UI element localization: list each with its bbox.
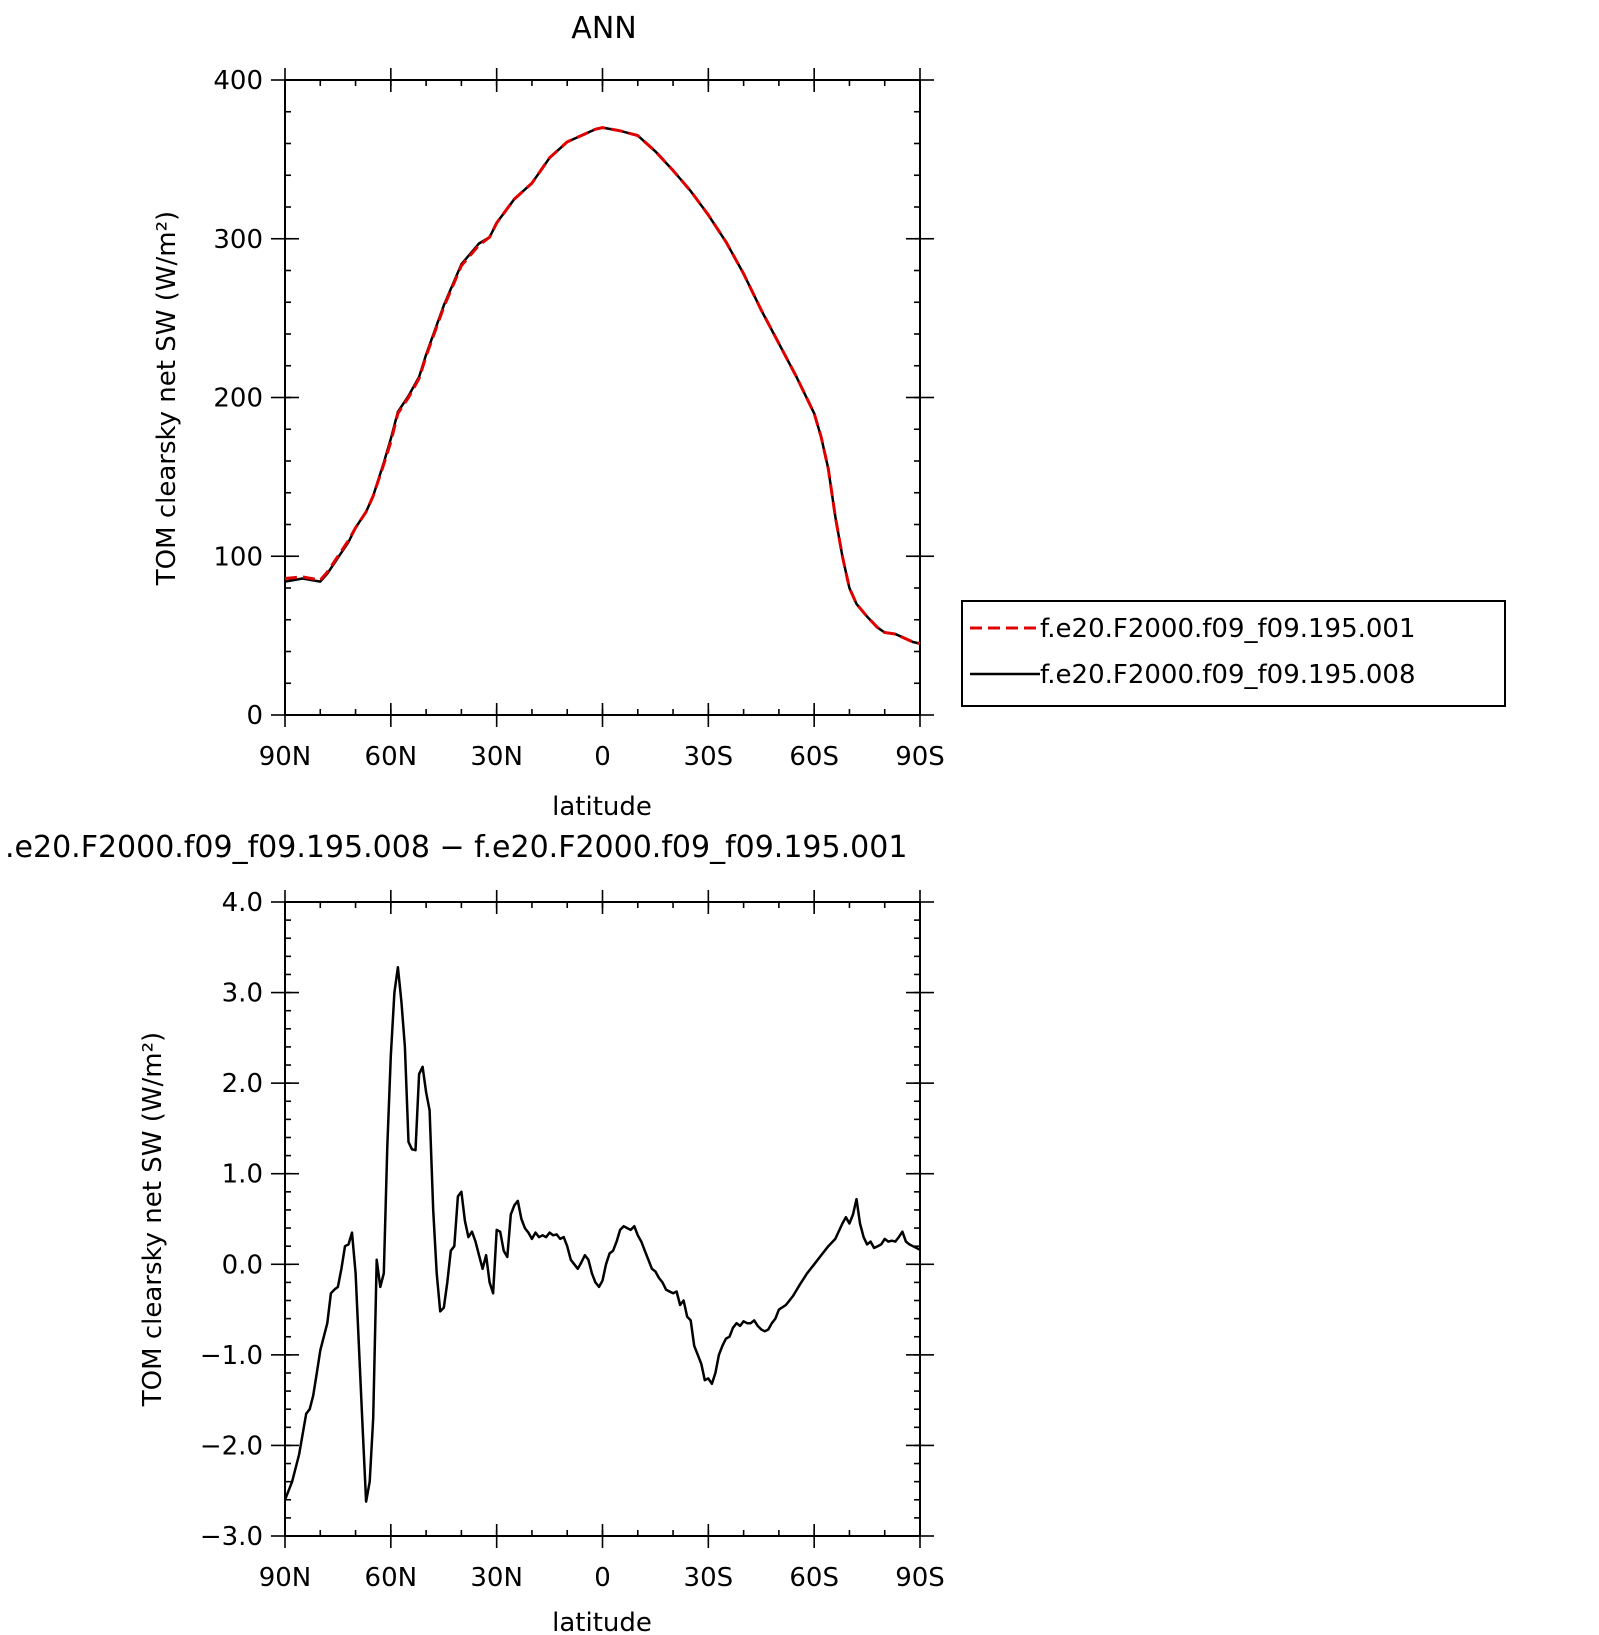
bottom-x-tick-label: 90N [259, 1563, 312, 1593]
bottom-y-axis-label: TOM clearsky net SW (W/m²) [138, 1032, 168, 1407]
legend-entry-001: f.e20.F2000.f09_f09.195.001 [1040, 614, 1416, 644]
legend: f.e20.F2000.f09_f09.195.001 f.e20.F2000.… [961, 600, 1506, 707]
bottom-y-tick-label: 2.0 [222, 1069, 263, 1099]
bottom-x-tick-label: 90S [895, 1563, 945, 1593]
bottom-x-tick-label: 30S [684, 1563, 734, 1593]
top-y-tick-label: 400 [213, 66, 263, 96]
top-series-line-1 [284, 126, 921, 645]
bottom-x-tick-label: 0 [594, 1563, 611, 1593]
top-x-tick-label: 60N [365, 742, 418, 772]
bottom-series-line-0 [283, 965, 921, 1503]
bottom-x-tick-label: 60S [789, 1563, 839, 1593]
top-x-tick-label: 30S [684, 742, 734, 772]
bottom-ticks [271, 890, 934, 1548]
bottom-plot-frame [284, 901, 921, 1537]
top-y-axis-label: TOM clearsky net SW (W/m²) [152, 211, 182, 586]
top-series-line-0 [284, 126, 921, 646]
bottom-y-tick-label: 0.0 [222, 1250, 263, 1280]
bottom-y-tick-label: −3.0 [200, 1522, 263, 1552]
top-chart-title: ANN [571, 11, 636, 46]
bottom-y-tick-label: 4.0 [222, 888, 263, 918]
top-x-tick-label: 30N [470, 742, 523, 772]
bottom-y-tick-label: −2.0 [200, 1431, 263, 1461]
top-plot-frame [284, 79, 921, 716]
top-y-tick-label: 200 [213, 384, 263, 414]
bottom-chart-title: .e20.F2000.f09_f09.195.008 − f.e20.F2000… [5, 830, 907, 865]
bottom-y-tick-label: 1.0 [222, 1160, 263, 1190]
top-ticks [271, 68, 934, 727]
top-x-tick-label: 0 [594, 742, 611, 772]
legend-frame [961, 600, 1506, 707]
bottom-tick-labels: 90N 60N 30N 0 30S 60S 90S −3.0 −2.0 −1.0 0.0 1.0 2.0… [200, 888, 945, 1593]
top-y-tick-label: 0 [246, 701, 263, 731]
bottom-y-tick-label: 3.0 [222, 979, 263, 1009]
bottom-x-axis-label: latitude [552, 1608, 652, 1635]
top-series-lines [284, 126, 921, 646]
top-tick-labels: 90N 60N 30N 0 30S 60S 90S 0 100 200 300 400 [213, 66, 944, 772]
top-panel: ANN 90N 60N 30N 0 30S 60S 90S 0 100 200 300 400 lat… [152, 11, 1506, 822]
bottom-series-lines [283, 965, 921, 1503]
top-x-tick-label: 90N [259, 742, 312, 772]
bottom-x-tick-label: 60N [365, 1563, 418, 1593]
top-x-tick-label: 90S [895, 742, 945, 772]
top-y-tick-label: 100 [213, 542, 263, 572]
bottom-x-tick-label: 30N [470, 1563, 523, 1593]
top-x-tick-label: 60S [789, 742, 839, 772]
bottom-panel: .e20.F2000.f09_f09.195.008 − f.e20.F2000… [5, 830, 945, 1635]
top-y-tick-label: 300 [213, 225, 263, 255]
legend-entry-008: f.e20.F2000.f09_f09.195.008 [1040, 660, 1416, 690]
bottom-y-tick-label: −1.0 [200, 1341, 263, 1371]
top-x-axis-label: latitude [552, 792, 652, 822]
